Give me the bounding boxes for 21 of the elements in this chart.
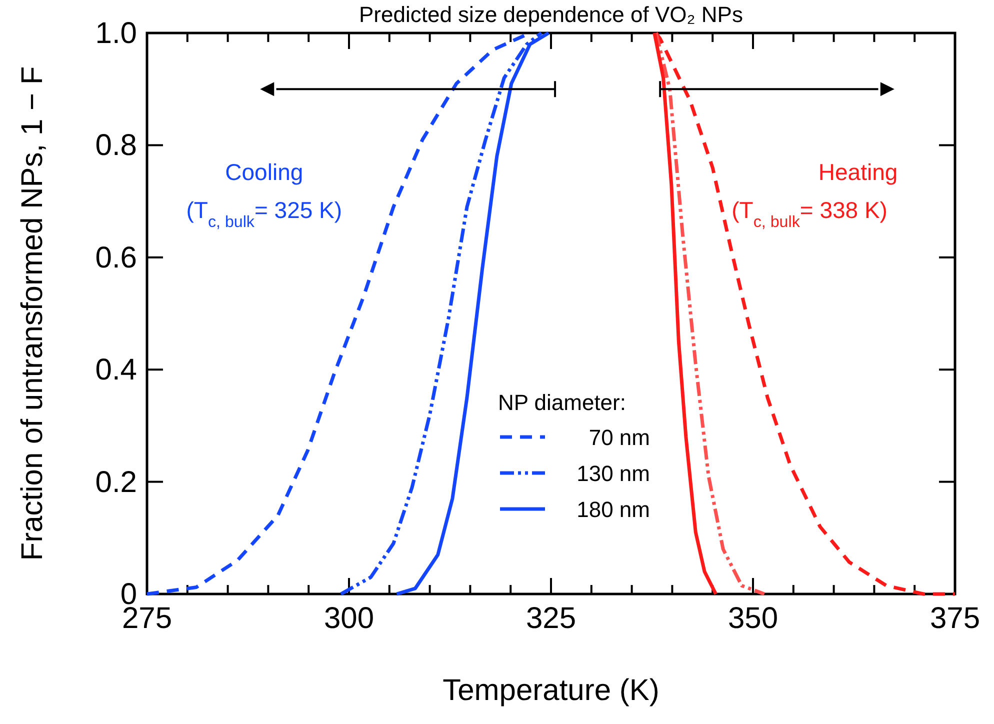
legend-label: 180 nm [576,497,650,522]
legend-label: 70 nm [588,425,650,450]
y-tick-label: 0.8 [95,129,137,162]
x-tick-label: 300 [324,602,374,635]
x-axis-title: Temperature (K) [442,674,660,707]
annotation: Heating [818,159,898,185]
chart-title: Predicted size dependence of VO₂ NPs [359,2,743,27]
y-tick-label: 0.4 [95,354,137,387]
y-tick-label: 0.2 [95,466,137,499]
annotation: (T$_{c, bulk}$= 338 K) [732,197,888,231]
annotation: Cooling [225,159,304,185]
y-tick-label: 1.0 [95,17,137,50]
legend-label: 130 nm [576,461,650,486]
legend-title: NP diameter: [498,390,626,415]
y-axis-title: Fraction of untransformed NPs, 1 − F [16,66,49,561]
x-tick-label: 350 [728,602,778,635]
x-tick-label: 375 [930,602,980,635]
line-series [654,31,766,596]
x-tick-label: 325 [526,602,576,635]
y-tick-label: 0.6 [95,241,137,274]
annotation: (T$_{c, bulk}$= 325 K) [186,197,342,231]
